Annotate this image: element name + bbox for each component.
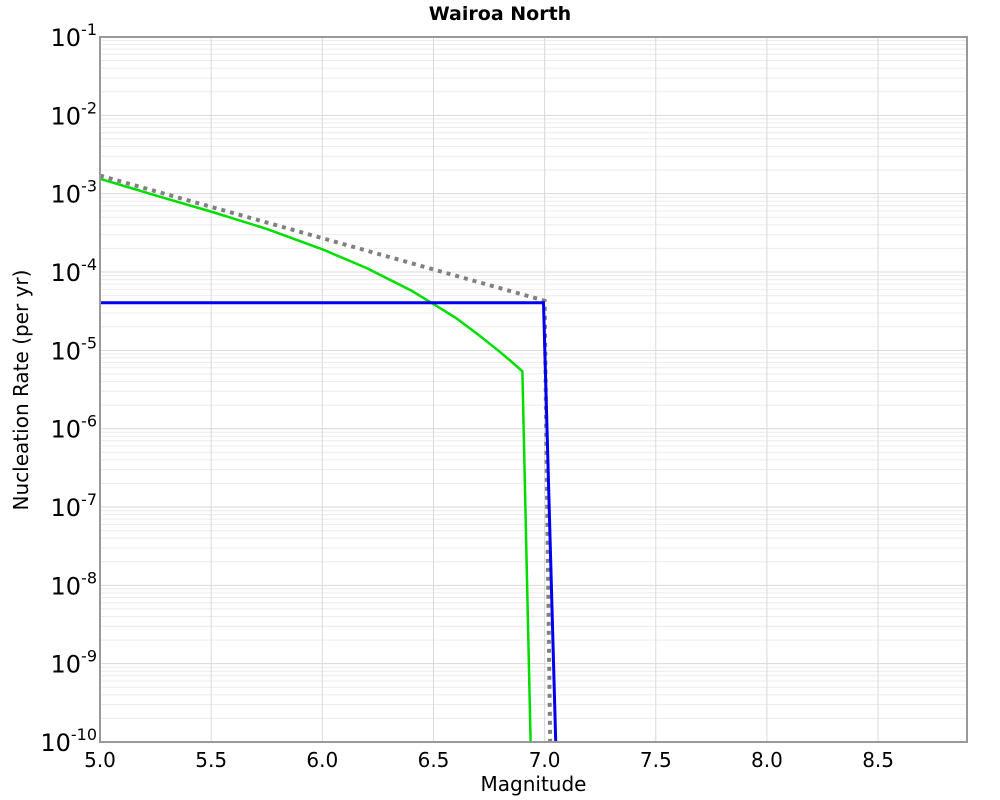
minor-gridlines (100, 40, 967, 719)
y-tick-label: 10-3 (51, 177, 98, 209)
series-characteristic-blue-line (100, 301, 558, 743)
x-tick-label: 5.5 (195, 748, 227, 772)
x-axis-label: Magnitude (480, 772, 587, 796)
x-tick-label: 8.0 (751, 748, 783, 772)
y-tick-label: 10-9 (51, 647, 98, 679)
x-tick-label: 6.5 (418, 748, 450, 772)
x-tick-labels: 5.0 5.5 6.0 6.5 7.0 7.5 8.0 8.5 (84, 748, 894, 772)
y-tick-label: 10-1 (51, 20, 98, 52)
x-tick-label: 7.5 (640, 748, 672, 772)
y-tick-label: 10-2 (51, 98, 98, 130)
y-tick-label: 10-8 (51, 568, 98, 600)
series-gr-dotted-gray-line (99, 173, 553, 743)
y-tick-label: 10-7 (51, 490, 98, 522)
x-tick-label: 8.5 (862, 748, 894, 772)
plot-area (100, 37, 967, 742)
plot-border (99, 36, 968, 743)
y-tick-label: 10-5 (51, 333, 98, 365)
series-tapered-gr-green-line (99, 177, 532, 743)
y-tick-label: 10-10 (40, 725, 97, 757)
x-tick-label: 7.0 (529, 748, 561, 772)
x-tick-label: 6.0 (306, 748, 338, 772)
x-tick-label: 5.0 (84, 748, 116, 772)
y-tick-label: 10-4 (51, 255, 98, 287)
y-tick-label: 10-6 (51, 412, 98, 444)
y-tick-labels: 10-1 10-2 10-3 10-4 10-5 10-6 10-7 10-8 10-9 10-1… (40, 20, 97, 757)
chart-title: Wairoa North (428, 3, 572, 25)
y-axis-label: Nucleation Rate (per yr) (9, 269, 33, 511)
